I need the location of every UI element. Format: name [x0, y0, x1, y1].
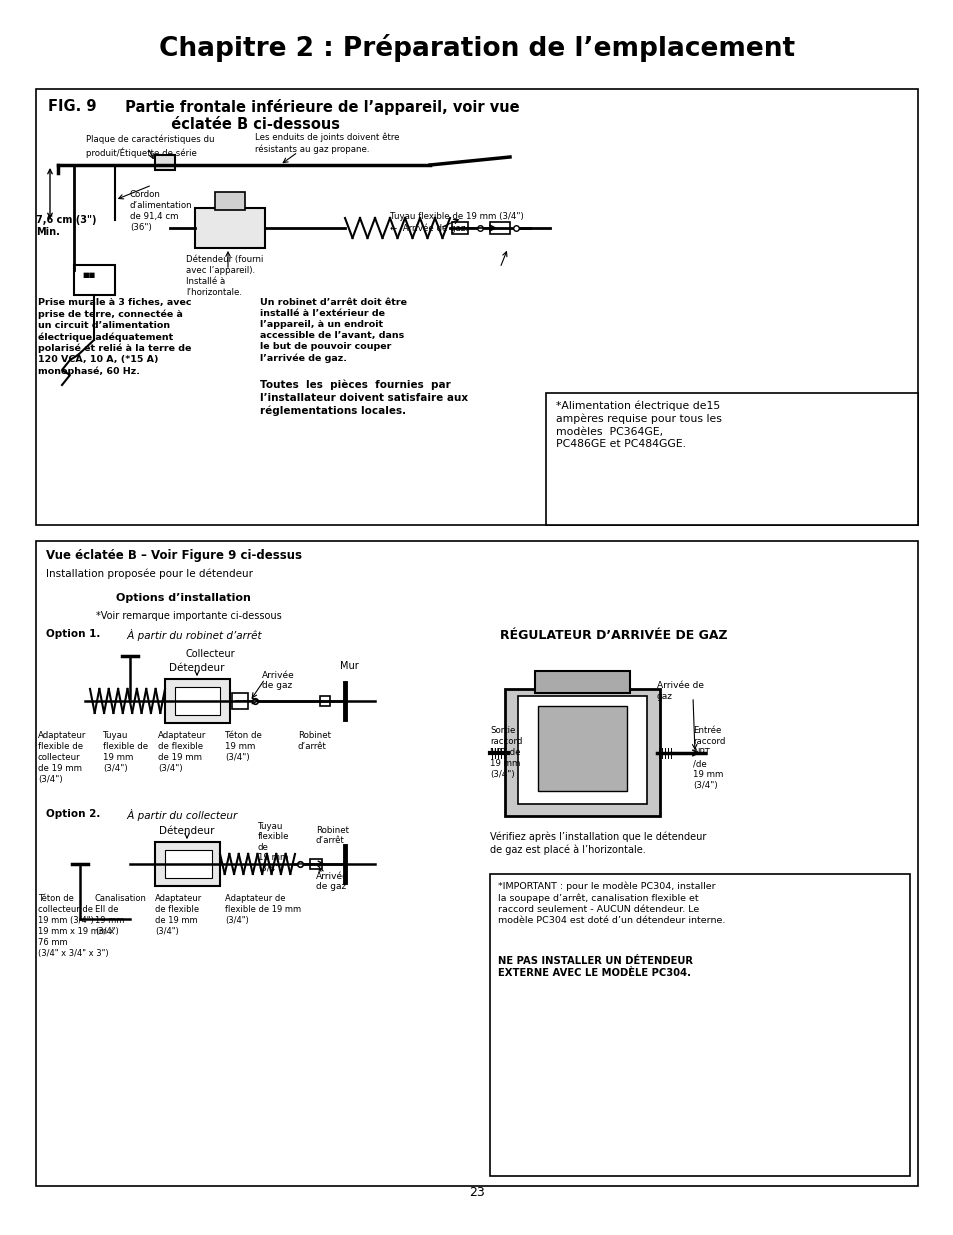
Bar — [154, 842, 220, 885]
Bar — [504, 689, 659, 816]
Text: À partir du collecteur: À partir du collecteur — [124, 809, 237, 821]
Text: RÉGULATEUR D’ARRIVÉE DE GAZ: RÉGULATEUR D’ARRIVÉE DE GAZ — [499, 629, 727, 642]
Text: Collecteur: Collecteur — [185, 648, 234, 659]
Bar — [535, 671, 629, 693]
Bar — [174, 687, 220, 715]
Text: 7,6 cm (3")
Min.: 7,6 cm (3") Min. — [36, 215, 96, 237]
Bar — [319, 697, 330, 706]
Text: Toutes  les  pièces  fournies  par
l’installateur doivent satisfaire aux
régleme: Toutes les pièces fournies par l’install… — [260, 380, 468, 416]
Text: éclatée B ci-dessous: éclatée B ci-dessous — [120, 117, 340, 132]
Text: Partie frontale inférieure de l’appareil, voir vue: Partie frontale inférieure de l’appareil… — [120, 99, 519, 115]
Bar — [545, 393, 917, 525]
Text: Arrivée
de gaz: Arrivée de gaz — [262, 671, 294, 690]
Bar — [165, 679, 230, 722]
Bar — [74, 266, 115, 295]
Bar — [194, 207, 265, 248]
Text: Vérifiez après l’installation que le détendeur
de gaz est placé à l’horizontale.: Vérifiez après l’installation que le dét… — [490, 832, 705, 856]
Text: *IMPORTANT : pour le modèle PC304, installer
la soupape d’arrêt, canalisation fl: *IMPORTANT : pour le modèle PC304, insta… — [497, 882, 724, 925]
Bar — [517, 697, 646, 804]
Text: Option 1.: Option 1. — [46, 629, 100, 638]
Text: Sortie
raccord
NPT de
19 mm
(3/4"): Sortie raccord NPT de 19 mm (3/4") — [490, 726, 522, 779]
Bar — [36, 89, 917, 525]
Text: Prise murale à 3 fiches, avec
prise de terre, connectée à
un circuit d’alimentat: Prise murale à 3 fiches, avec prise de t… — [38, 298, 192, 377]
Text: Les enduits de joints doivent être
résistants au gaz propane.: Les enduits de joints doivent être résis… — [254, 133, 399, 154]
Bar — [452, 222, 468, 233]
Text: Téton de
collecteur de
19 mm (3/4")
19 mm x 19 mm x
76 mm
(3/4" x 3/4" x 3"): Téton de collecteur de 19 mm (3/4") 19 m… — [38, 894, 114, 958]
Text: Tuyau
flexible
de
19 mm
(3/4"): Tuyau flexible de 19 mm (3/4") — [257, 823, 289, 873]
Text: Cordon
d’alimentation
de 91,4 cm
(36"): Cordon d’alimentation de 91,4 cm (36") — [130, 190, 193, 232]
Text: Arrivée
de gaz: Arrivée de gaz — [315, 872, 349, 892]
Text: Tuyau
flexible de
19 mm
(3/4"): Tuyau flexible de 19 mm (3/4") — [103, 731, 148, 773]
Text: Détendeur: Détendeur — [169, 663, 225, 673]
Text: Adaptateur
de flexible
de 19 mm
(3/4"): Adaptateur de flexible de 19 mm (3/4") — [158, 731, 206, 773]
Text: Adaptateur
de flexible
de 19 mm
(3/4"): Adaptateur de flexible de 19 mm (3/4") — [154, 894, 202, 936]
Bar — [214, 191, 245, 210]
Text: NE PAS INSTALLER UN DÉTENDEUR
EXTERNE AVEC LE MODÈLE PC304.: NE PAS INSTALLER UN DÉTENDEUR EXTERNE AV… — [497, 956, 692, 978]
Text: Robinet
d’arrêt: Robinet d’arrêt — [315, 826, 349, 845]
Bar — [165, 850, 212, 878]
Text: *Alimentation électrique de15
ampères requise pour tous les
modèles  PC364GE,
PC: *Alimentation électrique de15 ampères re… — [555, 400, 720, 450]
Bar — [310, 858, 322, 869]
Text: Détendeur (fourni
avec l’appareil).
Installé à
l’horizontale.: Détendeur (fourni avec l’appareil). Inst… — [186, 254, 263, 298]
Text: Arrivée de
gaz: Arrivée de gaz — [657, 680, 703, 701]
Text: Adaptateur de
flexible de 19 mm
(3/4"): Adaptateur de flexible de 19 mm (3/4") — [225, 894, 301, 925]
Text: Canalisation
EII de
19 mm
(3/4"): Canalisation EII de 19 mm (3/4") — [95, 894, 147, 936]
Text: Installation proposée pour le détendeur: Installation proposée pour le détendeur — [46, 569, 253, 579]
Bar — [232, 693, 248, 709]
Text: FIG. 9: FIG. 9 — [49, 99, 96, 114]
Text: Options d’installation: Options d’installation — [116, 593, 251, 603]
Bar — [36, 541, 917, 1186]
Bar — [490, 222, 510, 233]
Text: Entrée
raccord
NPT
/de
19 mm
(3/4"): Entrée raccord NPT /de 19 mm (3/4") — [692, 726, 724, 790]
Text: Adaptateur
flexible de
collecteur
de 19 mm
(3/4"): Adaptateur flexible de collecteur de 19 … — [38, 731, 87, 784]
Text: *Voir remarque importante ci-dessous: *Voir remarque importante ci-dessous — [96, 611, 282, 621]
Text: Téton de
19 mm
(3/4"): Téton de 19 mm (3/4") — [225, 731, 262, 762]
Text: Un robinet d’arrêt doit être
installé à l’extérieur de
l’appareil, à un endroit
: Un robinet d’arrêt doit être installé à … — [260, 298, 407, 363]
Text: Plaque de caractéristiques du
produit/Étiquette de série: Plaque de caractéristiques du produit/Ét… — [86, 135, 214, 158]
Text: Vue éclatée B – Voir Figure 9 ci-dessus: Vue éclatée B – Voir Figure 9 ci-dessus — [46, 548, 302, 562]
Text: À partir du robinet d’arrêt: À partir du robinet d’arrêt — [124, 629, 262, 641]
Text: Mur: Mur — [339, 661, 358, 671]
Bar — [154, 156, 174, 170]
Text: Chapitre 2 : Préparation de l’emplacement: Chapitre 2 : Préparation de l’emplacemen… — [159, 35, 794, 62]
Bar — [537, 706, 626, 790]
Text: Détendeur: Détendeur — [159, 826, 214, 836]
Text: ■■: ■■ — [82, 272, 95, 278]
Text: Option 2.: Option 2. — [46, 809, 100, 819]
Text: 23: 23 — [469, 1187, 484, 1199]
Bar — [490, 874, 909, 1176]
Text: Tuyau flexible de 19 mm (3/4")
←  Arrivée de gaz.: Tuyau flexible de 19 mm (3/4") ← Arrivée… — [390, 212, 523, 232]
Text: Robinet
d’arrêt: Robinet d’arrêt — [297, 731, 331, 751]
